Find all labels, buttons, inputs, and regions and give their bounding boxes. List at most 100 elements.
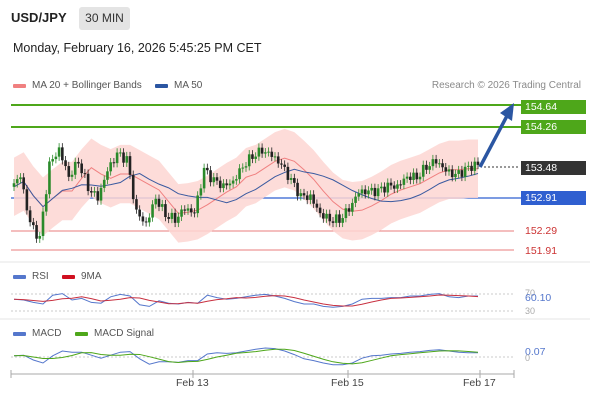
candle-body xyxy=(457,170,460,174)
candle-body xyxy=(115,152,119,164)
candle-body xyxy=(380,186,383,189)
candle-body xyxy=(160,204,164,207)
candle-body xyxy=(48,161,51,195)
candle-body xyxy=(131,174,135,200)
candle-body xyxy=(199,188,203,196)
candle-body xyxy=(225,183,228,186)
candle-body xyxy=(244,166,248,168)
candle-body xyxy=(170,212,174,219)
candle-body xyxy=(264,152,267,154)
candle-body xyxy=(367,190,370,195)
candle-body xyxy=(138,209,141,217)
candle-body xyxy=(180,209,183,217)
macd-zero-label: 0 xyxy=(525,353,531,363)
candle-body xyxy=(183,209,187,211)
candle-body xyxy=(109,162,112,172)
candle-body xyxy=(247,154,251,167)
candle-body xyxy=(70,174,74,177)
candle-body xyxy=(228,183,232,186)
candle-body xyxy=(473,161,477,171)
candle-body xyxy=(409,176,412,180)
candle-body xyxy=(444,167,448,172)
candle-body xyxy=(151,204,154,218)
macd-swatch xyxy=(13,331,26,336)
legend-ma50: MA 50 xyxy=(155,80,202,91)
rsi-swatch xyxy=(13,274,26,279)
legend-macd-label: MACD xyxy=(32,328,62,339)
macd-line xyxy=(13,347,478,366)
candle-body xyxy=(238,168,241,180)
candle-body xyxy=(173,212,177,223)
rsi-lower-label: 30 xyxy=(525,306,536,316)
forecast-arrow-head xyxy=(500,103,514,121)
candle-body xyxy=(318,207,322,214)
candle-body xyxy=(402,178,406,185)
candle-body xyxy=(157,198,161,207)
legend-macd: MACD xyxy=(13,328,61,339)
candle-body xyxy=(405,176,409,179)
candle-body xyxy=(293,178,296,183)
ma20-line xyxy=(13,157,478,214)
candle-body xyxy=(392,185,396,189)
candle-body xyxy=(35,225,38,239)
candle-body xyxy=(351,202,354,212)
candle-body xyxy=(312,194,315,204)
legend-ma50-label: MA 50 xyxy=(174,80,203,91)
candle-body xyxy=(267,151,270,153)
candle-body xyxy=(399,184,402,186)
candle-body xyxy=(383,186,386,193)
candle-body xyxy=(431,159,435,167)
candle-body xyxy=(32,222,35,226)
candle-body xyxy=(128,156,132,175)
legend-macd-signal: MACD Signal xyxy=(75,328,154,339)
macd-signal-line xyxy=(13,348,479,365)
candle-body xyxy=(286,166,290,180)
candle-body xyxy=(112,162,116,164)
candle-body xyxy=(102,179,106,188)
symbol-title: USD/JPY xyxy=(11,10,67,25)
candle-body xyxy=(28,210,32,223)
legend-ma20-label: MA 20 + Bollinger Bands xyxy=(32,80,142,91)
rsi-value-label: 60.10 xyxy=(525,292,552,304)
candle-body xyxy=(99,187,103,201)
legend-rsi-label: RSI xyxy=(32,271,49,282)
candle-body xyxy=(460,170,464,177)
candle-body xyxy=(54,156,58,160)
candle-body xyxy=(370,187,373,191)
candle-body xyxy=(415,172,419,180)
macd-signal-swatch xyxy=(75,331,88,336)
candle-body xyxy=(463,166,467,177)
candle-body xyxy=(438,163,441,165)
candle-body xyxy=(80,163,83,174)
legend-rsi-ma: 9MA xyxy=(62,271,102,282)
candle-body xyxy=(61,147,64,161)
macd-value-label: 0.07 xyxy=(525,346,546,358)
candle-body xyxy=(467,165,470,167)
candle-body xyxy=(144,221,148,223)
candle-body xyxy=(425,164,428,170)
rsi-ma-line xyxy=(13,294,479,307)
pivot-label: 152.91 xyxy=(521,191,586,205)
candle-body xyxy=(83,173,87,175)
candle-body xyxy=(341,218,344,223)
source-label: Research © 2026 Trading Central xyxy=(431,80,581,91)
candle-body xyxy=(270,151,274,157)
candle-body xyxy=(396,184,399,189)
candle-body xyxy=(135,199,138,210)
candle-body xyxy=(241,167,245,169)
candle-body xyxy=(276,156,280,164)
candle-body xyxy=(360,189,364,194)
candle-body xyxy=(315,203,319,208)
timeframe-button[interactable]: 30 MIN xyxy=(79,7,130,30)
candle-body xyxy=(206,167,209,171)
candle-body xyxy=(470,165,473,171)
candle-body xyxy=(93,191,96,193)
candle-body xyxy=(231,180,235,184)
candle-body xyxy=(125,156,129,163)
candle-body xyxy=(418,176,422,180)
candle-body xyxy=(51,159,54,162)
candle-body xyxy=(476,161,480,165)
candle-body xyxy=(215,177,219,181)
candle-body xyxy=(283,164,286,167)
ma50-line xyxy=(13,168,479,208)
